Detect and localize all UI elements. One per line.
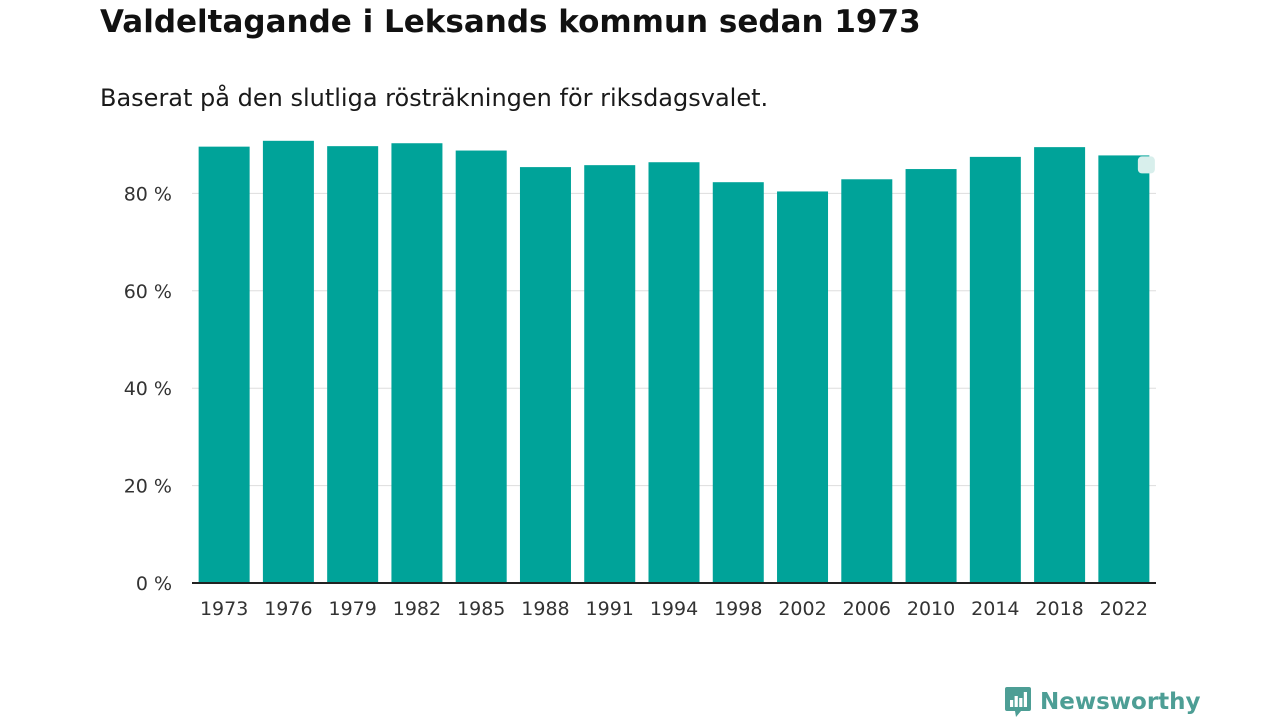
bar-2010 <box>905 169 957 584</box>
y-tick-label: 60 % <box>124 281 172 303</box>
last-value-marker <box>1137 156 1155 174</box>
bar-1998 <box>712 182 764 583</box>
bar-2006 <box>841 179 893 584</box>
bar-2018 <box>1034 147 1086 583</box>
bar-1988 <box>519 167 571 584</box>
newsworthy-logo-icon <box>1005 687 1031 717</box>
y-tick-label: 20 % <box>124 476 172 498</box>
x-tick-label: 1985 <box>457 598 505 620</box>
y-tick-label: 80 % <box>124 183 172 205</box>
bar-1973 <box>198 146 250 583</box>
x-tick-label: 1973 <box>200 598 248 620</box>
y-tick-label: 40 % <box>124 378 172 400</box>
x-axis-ticks: 1973 1976 1979 1982 1985 1988 1991 1994 1998 2002… <box>200 598 1148 620</box>
y-tick-label: 0 % <box>136 573 172 595</box>
x-tick-label: 1976 <box>264 598 312 620</box>
brand-name: Newsworthy <box>1040 689 1201 715</box>
bar-1994 <box>648 162 700 583</box>
x-tick-label: 1994 <box>650 598 698 620</box>
bar-2022 <box>1098 155 1150 583</box>
bar-1985 <box>455 150 507 583</box>
chart-subtitle: Baserat på den slutliga rösträkningen fö… <box>100 84 769 112</box>
bar-2014 <box>969 156 1021 583</box>
x-tick-label: 1998 <box>714 598 762 620</box>
bars <box>198 140 1150 584</box>
bar-2002 <box>777 191 829 583</box>
x-tick-label: 2006 <box>843 598 891 620</box>
x-tick-label: 2022 <box>1100 598 1148 620</box>
x-tick-label: 1982 <box>393 598 441 620</box>
bar-1976 <box>262 140 314 583</box>
bar-1982 <box>391 143 443 583</box>
x-tick-label: 2010 <box>907 598 955 620</box>
x-tick-label: 2018 <box>1035 598 1083 620</box>
y-axis-ticks: 0 % 20 % 40 % 60 % 80 % <box>124 183 172 595</box>
bar-1991 <box>584 165 636 584</box>
x-tick-label: 2014 <box>971 598 1019 620</box>
chart-title: Valdeltagande i Leksands kommun sedan 19… <box>100 4 921 40</box>
bar-chart: 0 % 20 % 40 % 60 % 80 % 1973 1976 1979 1982 1985… <box>124 140 1156 620</box>
x-tick-label: 1991 <box>586 598 634 620</box>
brand-logo: Newsworthy <box>1004 684 1201 720</box>
x-tick-label: 1979 <box>328 598 376 620</box>
x-tick-label: 1988 <box>521 598 569 620</box>
x-tick-label: 2002 <box>778 598 826 620</box>
bar-1979 <box>327 146 379 583</box>
